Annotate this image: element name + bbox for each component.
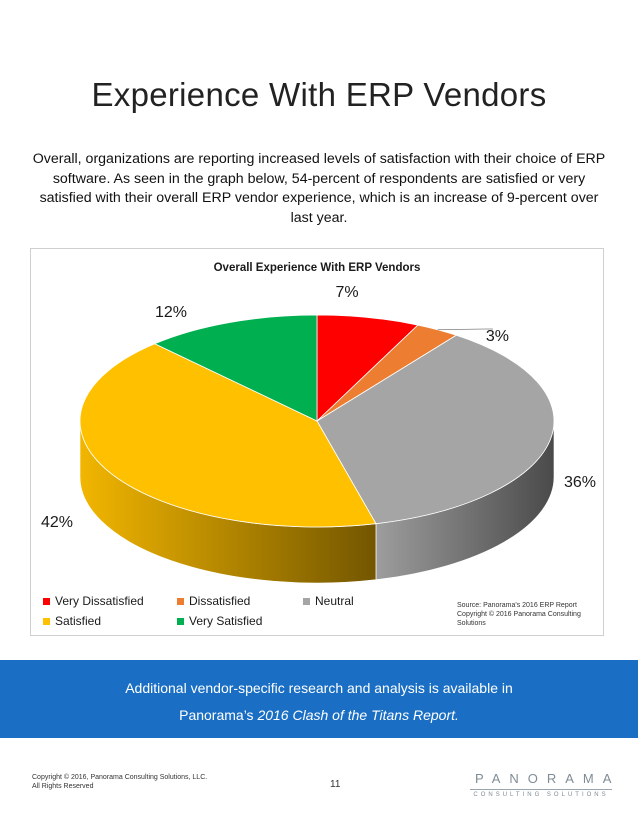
chart-source-line: Copyright © 2016 Panorama Consulting	[457, 611, 581, 618]
legend-item-neutral: Neutral	[303, 594, 354, 608]
report-title-link[interactable]: 2016 Clash of the Titans Report.	[257, 707, 459, 723]
copyright-notice: Copyright © 2016, Panorama Consulting So…	[32, 773, 207, 791]
data-label-very-satisfied: 12%	[155, 304, 187, 321]
copyright-line: All Rights Reserved	[32, 783, 94, 790]
page-number: 11	[330, 779, 341, 790]
legend-label: Very Satisfied	[189, 614, 262, 628]
data-label-very-dissatisfied: 7%	[335, 284, 358, 301]
pie-slice-satisfied	[79, 343, 377, 528]
logo-divider	[470, 789, 612, 790]
page-title: Experience With ERP Vendors	[91, 76, 547, 113]
logo-brand-text: PANORAMA	[475, 771, 621, 786]
legend-label: Very Dissatisfied	[55, 594, 144, 608]
pie-slice-very-dissatisfied	[316, 314, 419, 422]
legend-item-satisfied: Satisfied	[43, 614, 101, 628]
legend-swatch	[43, 618, 50, 625]
leader-line	[437, 328, 493, 331]
legend-swatch	[177, 618, 184, 625]
banner-line-1: Additional vendor-specific research and …	[125, 680, 513, 696]
chart-title: Overall Experience With ERP Vendors	[214, 262, 421, 274]
report-banner: Additional vendor-specific research and …	[0, 660, 638, 738]
legend-item-dissatisfied: Dissatisfied	[177, 594, 250, 608]
pie-slice-neutral	[316, 334, 555, 525]
legend-swatch	[43, 598, 50, 605]
data-label-neutral: 36%	[564, 474, 596, 491]
legend-item-very-dissatisfied: Very Dissatisfied	[43, 594, 144, 608]
banner-line-2: Panorama’s 2016 Clash of the Titans Repo…	[0, 707, 638, 723]
legend-swatch	[303, 598, 310, 605]
chart-source-note: Source: Panorama's 2016 ERP Report Copyr…	[457, 601, 581, 628]
pie-slice-very-satisfied	[153, 314, 318, 422]
legend-swatch	[177, 598, 184, 605]
legend-label: Neutral	[315, 594, 354, 608]
data-label-dissatisfied: 3%	[486, 328, 509, 345]
data-label-satisfied: 42%	[41, 514, 73, 531]
logo-tagline: CONSULTING SOLUTIONS	[473, 792, 609, 798]
legend-item-very-satisfied: Very Satisfied	[177, 614, 262, 628]
intro-paragraph: Overall, organizations are reporting inc…	[32, 151, 606, 226]
panorama-logo: PANORAMA CONSULTING SOLUTIONS	[466, 771, 616, 801]
legend-label: Dissatisfied	[189, 594, 250, 608]
legend-label: Satisfied	[55, 614, 101, 628]
pie-chart: Overall Experience With ERP Vendors 7% 3% 3…	[30, 248, 604, 636]
copyright-line: Copyright © 2016, Panorama Consulting So…	[32, 774, 208, 781]
chart-source-line: Source: Panorama's 2016 ERP Report	[457, 602, 577, 609]
banner-line-2-prefix: Panorama’s	[179, 707, 258, 723]
pie-chart-svg: Overall Experience With ERP Vendors 7% 3% 3…	[41, 262, 596, 628]
chart-source-line: Solutions	[457, 620, 486, 627]
